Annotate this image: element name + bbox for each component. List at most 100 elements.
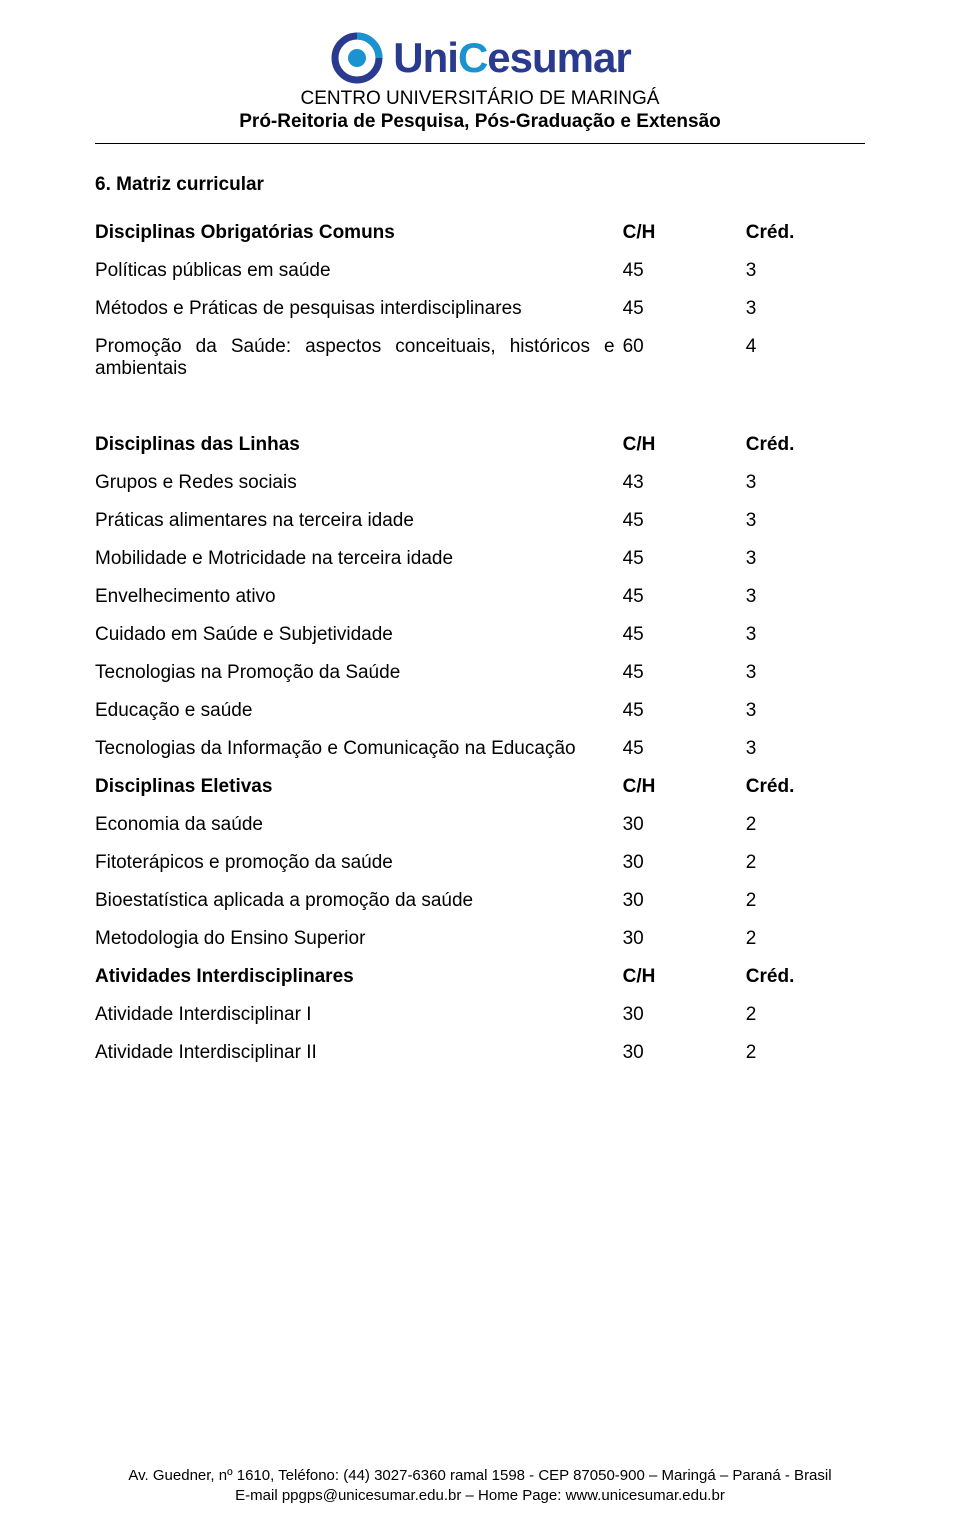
row-label: Envelhecimento ativo bbox=[95, 578, 619, 616]
row-ch: 45 bbox=[619, 654, 742, 692]
row-label: Práticas alimentares na terceira idade bbox=[95, 502, 619, 540]
logo-row: Uni C esumar bbox=[95, 30, 865, 86]
row-cred: 4 bbox=[742, 328, 865, 388]
group-header-cred: Créd. bbox=[742, 426, 865, 464]
table-row: Fitoterápicos e promoção da saúde302 bbox=[95, 844, 865, 882]
table-spacer bbox=[95, 388, 865, 426]
row-ch: 45 bbox=[619, 578, 742, 616]
row-label: Mobilidade e Motricidade na terceira ida… bbox=[95, 540, 619, 578]
table-row: Grupos e Redes sociais433 bbox=[95, 464, 865, 502]
logo-text: Uni C esumar bbox=[393, 37, 630, 79]
logo-text-tail: esumar bbox=[487, 37, 630, 79]
curriculum-table: Disciplinas Obrigatórias ComunsC/HCréd.P… bbox=[95, 214, 865, 1072]
group-header-label: Atividades Interdisciplinares bbox=[95, 958, 619, 996]
table-row: Cuidado em Saúde e Subjetividade453 bbox=[95, 616, 865, 654]
row-label: Tecnologias da Informação e Comunicação … bbox=[95, 730, 619, 768]
table-row: Atividade Interdisciplinar II302 bbox=[95, 1034, 865, 1072]
group-header: Atividades InterdisciplinaresC/HCréd. bbox=[95, 958, 865, 996]
table-row: Economia da saúde302 bbox=[95, 806, 865, 844]
row-label: Promoção da Saúde: aspectos conceituais,… bbox=[95, 328, 619, 388]
row-cred: 3 bbox=[742, 540, 865, 578]
group-header-ch: C/H bbox=[619, 426, 742, 464]
row-ch: 45 bbox=[619, 692, 742, 730]
row-ch: 43 bbox=[619, 464, 742, 502]
table-row: Mobilidade e Motricidade na terceira ida… bbox=[95, 540, 865, 578]
footer-line-1: Av. Guedner, nº 1610, Teléfono: (44) 302… bbox=[0, 1466, 960, 1486]
table-row: Bioestatística aplicada a promoção da sa… bbox=[95, 882, 865, 920]
header-rule bbox=[95, 143, 865, 144]
row-ch: 30 bbox=[619, 996, 742, 1034]
footer: Av. Guedner, nº 1610, Teléfono: (44) 302… bbox=[0, 1466, 960, 1507]
row-label: Métodos e Práticas de pesquisas interdis… bbox=[95, 290, 619, 328]
table-row: Metodologia do Ensino Superior302 bbox=[95, 920, 865, 958]
row-cred: 3 bbox=[742, 290, 865, 328]
group-header-cred: Créd. bbox=[742, 768, 865, 806]
table-row: Envelhecimento ativo453 bbox=[95, 578, 865, 616]
row-ch: 30 bbox=[619, 806, 742, 844]
logo-text-c: C bbox=[458, 37, 487, 79]
row-ch: 45 bbox=[619, 540, 742, 578]
row-ch: 45 bbox=[619, 290, 742, 328]
group-header: Disciplinas das LinhasC/HCréd. bbox=[95, 426, 865, 464]
row-ch: 30 bbox=[619, 844, 742, 882]
row-label: Bioestatística aplicada a promoção da sa… bbox=[95, 882, 619, 920]
group-header-ch: C/H bbox=[619, 768, 742, 806]
group-header-ch: C/H bbox=[619, 214, 742, 252]
row-cred: 3 bbox=[742, 502, 865, 540]
row-label: Atividade Interdisciplinar II bbox=[95, 1034, 619, 1072]
row-cred: 2 bbox=[742, 996, 865, 1034]
group-header: Disciplinas Obrigatórias ComunsC/HCréd. bbox=[95, 214, 865, 252]
group-header-ch: C/H bbox=[619, 958, 742, 996]
row-cred: 3 bbox=[742, 578, 865, 616]
row-label: Atividade Interdisciplinar I bbox=[95, 996, 619, 1034]
row-ch: 60 bbox=[619, 328, 742, 388]
row-ch: 45 bbox=[619, 252, 742, 290]
row-ch: 45 bbox=[619, 730, 742, 768]
row-ch: 30 bbox=[619, 882, 742, 920]
row-ch: 30 bbox=[619, 1034, 742, 1072]
row-label: Educação e saúde bbox=[95, 692, 619, 730]
logo-icon bbox=[329, 30, 385, 86]
logo-text-uni: Uni bbox=[393, 37, 458, 79]
row-label: Políticas públicas em saúde bbox=[95, 252, 619, 290]
group-header: Disciplinas EletivasC/HCréd. bbox=[95, 768, 865, 806]
row-cred: 3 bbox=[742, 692, 865, 730]
group-header-label: Disciplinas Obrigatórias Comuns bbox=[95, 214, 619, 252]
row-cred: 3 bbox=[742, 616, 865, 654]
row-label: Fitoterápicos e promoção da saúde bbox=[95, 844, 619, 882]
footer-line-2: E-mail ppgps@unicesumar.edu.br – Home Pa… bbox=[0, 1486, 960, 1506]
table-row: Métodos e Práticas de pesquisas interdis… bbox=[95, 290, 865, 328]
row-cred: 3 bbox=[742, 730, 865, 768]
row-cred: 2 bbox=[742, 844, 865, 882]
group-header-cred: Créd. bbox=[742, 214, 865, 252]
group-header-label: Disciplinas Eletivas bbox=[95, 768, 619, 806]
curriculum-body: Disciplinas Obrigatórias ComunsC/HCréd.P… bbox=[95, 214, 865, 1072]
table-row: Práticas alimentares na terceira idade45… bbox=[95, 502, 865, 540]
row-ch: 45 bbox=[619, 616, 742, 654]
group-header-label: Disciplinas das Linhas bbox=[95, 426, 619, 464]
table-row: Educação e saúde453 bbox=[95, 692, 865, 730]
row-cred: 2 bbox=[742, 806, 865, 844]
table-row: Tecnologias da Informação e Comunicação … bbox=[95, 730, 865, 768]
row-cred: 2 bbox=[742, 1034, 865, 1072]
institution-sub: Pró-Reitoria de Pesquisa, Pós-Graduação … bbox=[95, 111, 865, 133]
page: Uni C esumar CENTRO UNIVERSITÁRIO DE MAR… bbox=[0, 0, 960, 1530]
row-cred: 3 bbox=[742, 654, 865, 692]
row-label: Economia da saúde bbox=[95, 806, 619, 844]
table-row: Promoção da Saúde: aspectos conceituais,… bbox=[95, 328, 865, 388]
table-row: Tecnologias na Promoção da Saúde453 bbox=[95, 654, 865, 692]
row-label: Cuidado em Saúde e Subjetividade bbox=[95, 616, 619, 654]
row-label: Grupos e Redes sociais bbox=[95, 464, 619, 502]
row-ch: 45 bbox=[619, 502, 742, 540]
row-cred: 2 bbox=[742, 882, 865, 920]
row-label: Tecnologias na Promoção da Saúde bbox=[95, 654, 619, 692]
row-cred: 3 bbox=[742, 464, 865, 502]
letterhead: Uni C esumar CENTRO UNIVERSITÁRIO DE MAR… bbox=[95, 30, 865, 144]
table-row: Políticas públicas em saúde453 bbox=[95, 252, 865, 290]
section-title: 6. Matriz curricular bbox=[95, 174, 865, 196]
row-cred: 2 bbox=[742, 920, 865, 958]
group-header-cred: Créd. bbox=[742, 958, 865, 996]
row-cred: 3 bbox=[742, 252, 865, 290]
row-ch: 30 bbox=[619, 920, 742, 958]
table-row: Atividade Interdisciplinar I302 bbox=[95, 996, 865, 1034]
